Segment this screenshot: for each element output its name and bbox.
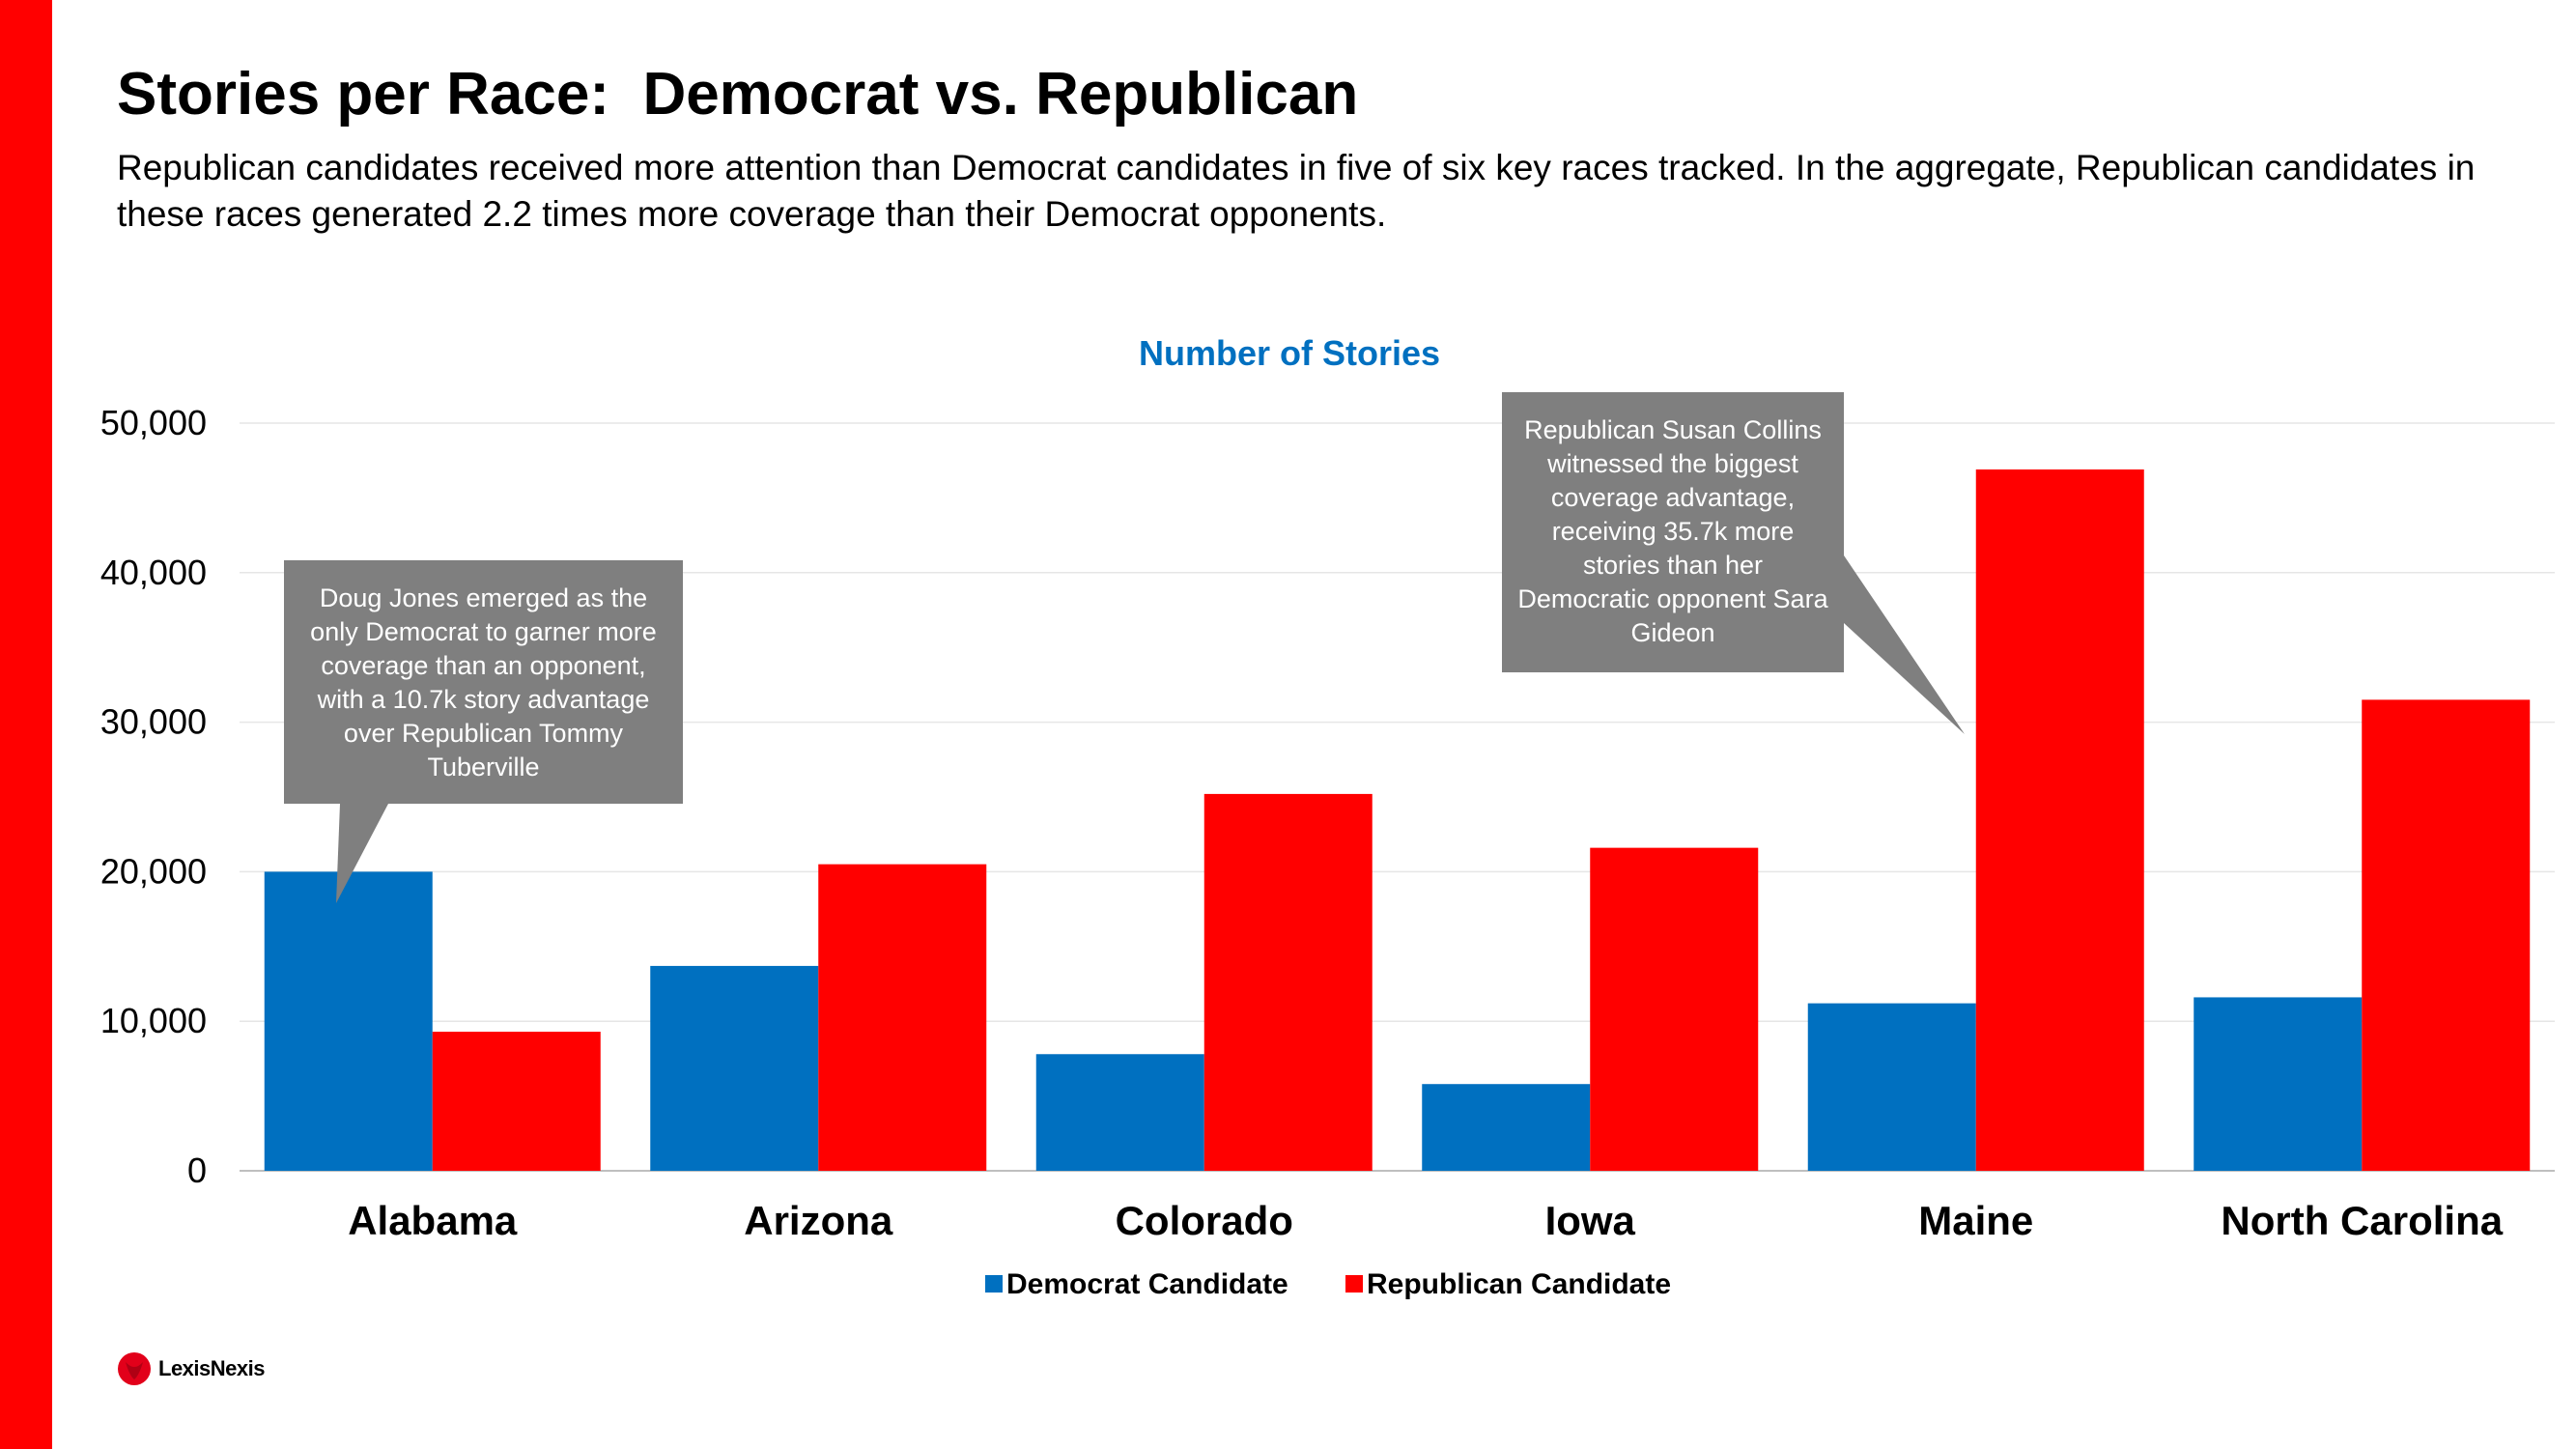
republican-bar bbox=[1590, 847, 1759, 1171]
slide-title: Stories per Race: Democrat vs. Republica… bbox=[117, 61, 1359, 128]
republican-bar bbox=[1975, 469, 2144, 1171]
slide-subtitle: Republican candidates received more atte… bbox=[117, 148, 2476, 234]
democrat-bar bbox=[1035, 1054, 1204, 1171]
alabama-callout-pointer bbox=[336, 804, 388, 903]
lexisnexis-logo: LexisNexis bbox=[116, 1350, 265, 1387]
y-tick-label: 50,000 bbox=[100, 403, 207, 442]
republican-bar bbox=[1203, 793, 1373, 1171]
republican-bar bbox=[432, 1032, 601, 1171]
legend-label: Democrat Candidate bbox=[1006, 1268, 1288, 1300]
democrat-bar bbox=[2194, 997, 2363, 1171]
democrat-bar bbox=[1807, 1003, 1976, 1171]
logo-text: LexisNexis bbox=[158, 1356, 265, 1380]
accent-side-bar bbox=[0, 0, 52, 1449]
y-tick-label: 10,000 bbox=[100, 1001, 207, 1040]
x-category-label: North Carolina bbox=[2221, 1198, 2503, 1243]
democrat-bar bbox=[650, 965, 819, 1171]
x-category-label: Maine bbox=[1918, 1198, 2033, 1243]
chart-title: Number of Stories bbox=[1139, 333, 1440, 373]
republican-bar bbox=[2362, 699, 2531, 1171]
y-tick-label: 30,000 bbox=[100, 702, 207, 742]
maine-callout: Republican Susan Collins witnessed the b… bbox=[1502, 392, 1844, 672]
alabama-callout: Doug Jones emerged as the only Democrat … bbox=[284, 560, 683, 804]
legend-swatch bbox=[985, 1275, 1003, 1293]
y-tick-label: 40,000 bbox=[100, 553, 207, 592]
lexisnexis-logo-icon bbox=[118, 1352, 151, 1385]
legend-label: Republican Candidate bbox=[1367, 1268, 1671, 1300]
x-category-label: Iowa bbox=[1545, 1198, 1636, 1243]
republican-bar bbox=[818, 864, 987, 1171]
legend-swatch bbox=[1345, 1275, 1363, 1293]
democrat-bar bbox=[1422, 1084, 1591, 1171]
y-tick-label: 0 bbox=[187, 1151, 207, 1190]
x-category-label: Colorado bbox=[1116, 1198, 1293, 1243]
x-category-label: Arizona bbox=[744, 1198, 893, 1243]
y-tick-label: 20,000 bbox=[100, 851, 207, 891]
democrat-bar bbox=[264, 871, 433, 1171]
maine-callout-pointer bbox=[1844, 555, 1965, 734]
x-category-label: Alabama bbox=[348, 1198, 518, 1243]
